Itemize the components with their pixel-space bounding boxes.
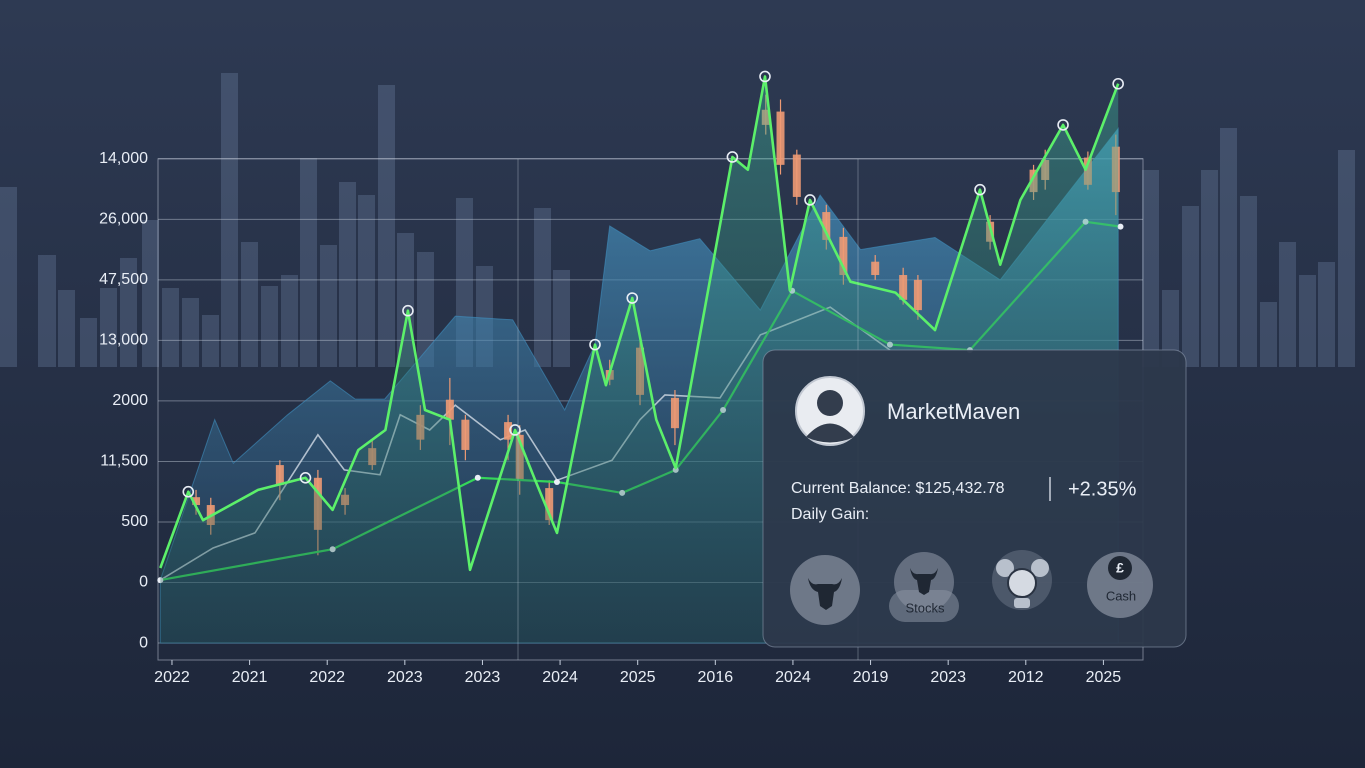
x-tick-label: 2019 bbox=[853, 669, 889, 686]
point bbox=[474, 474, 481, 481]
candle-body bbox=[871, 261, 880, 276]
x-tick-label: 2022 bbox=[309, 669, 345, 686]
point bbox=[1117, 223, 1124, 230]
candle-body bbox=[504, 422, 513, 440]
x-tick-label: 2023 bbox=[387, 669, 423, 686]
gain-label: Daily Gain: bbox=[791, 506, 869, 523]
y-tick-label: 26,000 bbox=[99, 211, 148, 228]
x-tick-label: 2024 bbox=[775, 669, 811, 686]
background-bars bbox=[0, 73, 1355, 367]
x-tick-label: 2021 bbox=[232, 669, 268, 686]
candle-body bbox=[192, 497, 201, 506]
y-tick-label: 0 bbox=[139, 634, 148, 651]
x-tick-label: 2023 bbox=[930, 669, 966, 686]
button-label: Stocks bbox=[905, 600, 945, 615]
x-tick-label: 2016 bbox=[698, 669, 734, 686]
y-tick-label: 47,500 bbox=[99, 271, 148, 288]
peak-marker bbox=[509, 424, 521, 436]
candle-body bbox=[670, 397, 679, 429]
candle-body bbox=[913, 279, 922, 311]
cash-button[interactable]: £ Cash bbox=[1087, 552, 1153, 618]
card-panel bbox=[762, 349, 1187, 648]
currency-symbol: £ bbox=[1116, 560, 1124, 576]
candle-body bbox=[792, 154, 801, 197]
peak-marker bbox=[182, 485, 195, 498]
peak-marker bbox=[759, 70, 771, 83]
button-label: Cash bbox=[1106, 588, 1136, 603]
point bbox=[553, 479, 560, 486]
x-tick-label: 2024 bbox=[542, 669, 578, 686]
stocks-button[interactable]: Stocks bbox=[889, 552, 959, 622]
username: MarketMaven bbox=[887, 399, 1020, 424]
x-tick-label: 2012 bbox=[1008, 669, 1044, 686]
peak-marker bbox=[1112, 77, 1124, 90]
profile-card: MarketMaven Current Balance: $125,432.78… bbox=[762, 349, 1187, 648]
candle-body bbox=[461, 419, 470, 450]
candle-body bbox=[275, 465, 284, 486]
candle-body bbox=[776, 111, 785, 165]
peak-marker bbox=[402, 304, 414, 317]
peak-marker bbox=[804, 194, 816, 206]
candle-body bbox=[545, 488, 554, 521]
peak-marker bbox=[1057, 119, 1069, 131]
peak-marker bbox=[974, 183, 986, 196]
peak-marker bbox=[299, 471, 312, 484]
balance-label: Current Balance: $125,432.78 bbox=[791, 480, 1005, 497]
avatar bbox=[795, 376, 865, 446]
gain-value: +2.35% bbox=[1068, 478, 1137, 500]
x-tick-label: 2022 bbox=[154, 669, 190, 686]
x-tick-label: 2025 bbox=[620, 669, 656, 686]
y-tick-label: 11,500 bbox=[100, 453, 148, 470]
x-tick-label: 2023 bbox=[465, 669, 501, 686]
line bbox=[159, 75, 1120, 572]
y-tick-label: 0 bbox=[139, 574, 148, 591]
candle-body bbox=[899, 275, 908, 300]
y-tick-label: 2000 bbox=[112, 392, 148, 409]
x-tick-label: 2025 bbox=[1086, 669, 1122, 686]
candle-body bbox=[839, 236, 848, 276]
candle-body bbox=[445, 399, 454, 420]
y-tick-label: 500 bbox=[121, 513, 148, 530]
candle-body bbox=[822, 212, 831, 240]
bull-button[interactable] bbox=[790, 555, 860, 625]
coins-button[interactable] bbox=[992, 550, 1052, 610]
peak-marker bbox=[626, 292, 639, 304]
peak-marker bbox=[726, 151, 739, 163]
peak-marker bbox=[589, 338, 601, 351]
y-tick-label: 14,000 bbox=[99, 150, 148, 167]
y-tick-label: 13,000 bbox=[99, 332, 148, 349]
